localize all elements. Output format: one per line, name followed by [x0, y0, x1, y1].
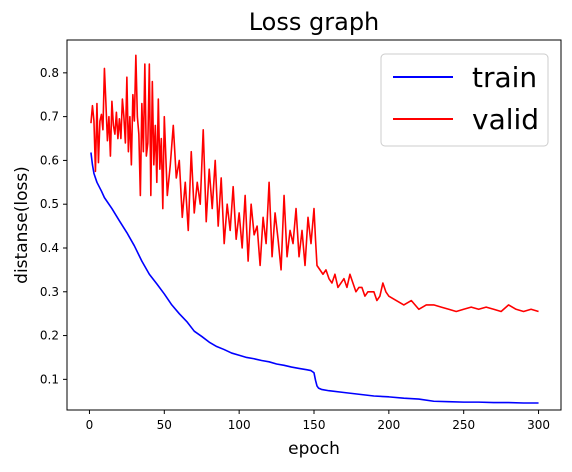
legend: train valid	[380, 53, 549, 147]
y-tick-label: 0.1	[40, 372, 59, 386]
x-tick-label: 50	[157, 418, 172, 432]
y-tick-label: 0.7	[40, 110, 59, 124]
y-tick-label: 0.3	[40, 285, 59, 299]
y-axis: 0.1 0.2 0.3 0.4 0.5 0.6 0.7 0.8	[40, 66, 67, 386]
series-line-valid	[90, 54, 539, 313]
legend-label-valid: valid	[472, 103, 539, 136]
x-axis: 0 50 100 150 200 250 300	[86, 410, 550, 432]
y-tick-label: 0.4	[40, 241, 59, 255]
y-tick-label: 0.2	[40, 329, 59, 343]
x-axis-label: epoch	[288, 439, 340, 459]
series-line-train	[90, 152, 539, 404]
chart-title: Loss graph	[249, 8, 380, 36]
y-tick-label: 0.8	[40, 66, 59, 80]
y-tick-label: 0.6	[40, 153, 59, 167]
x-tick-label: 250	[452, 418, 475, 432]
x-tick-label: 150	[303, 418, 326, 432]
x-tick-label: 100	[228, 418, 251, 432]
series-layer	[90, 54, 539, 404]
x-tick-label: 0	[86, 418, 94, 432]
y-tick-label: 0.5	[40, 197, 59, 211]
x-tick-label: 200	[377, 418, 400, 432]
legend-label-train: train	[472, 61, 537, 94]
x-tick-label: 300	[527, 418, 550, 432]
y-axis-label: distanse(loss)	[12, 166, 32, 284]
